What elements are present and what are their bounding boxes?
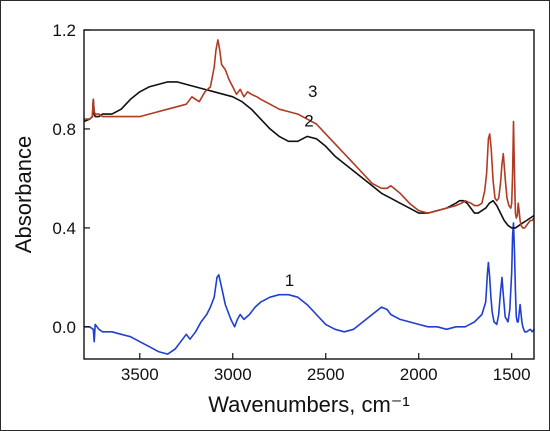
series-line-2 [83, 81, 535, 229]
y-tick-label: 1.2 [52, 21, 76, 40]
x-axis-label: Wavenumbers, cm⁻¹ [208, 392, 410, 417]
x-tick-label: 2500 [307, 365, 345, 384]
x-tick-label: 2000 [400, 365, 438, 384]
x-tick-label: 1500 [493, 365, 531, 384]
series-label-2: 2 [304, 111, 313, 130]
x-tick-label: 3500 [121, 365, 159, 384]
series-layer: 1 2 3 [83, 39, 535, 355]
y-tick-label: 0.4 [52, 219, 76, 238]
y-axis-label: Absorbance [11, 136, 36, 253]
y-tick-label: 0.8 [52, 120, 76, 139]
plot-frame [83, 29, 535, 360]
axes-layer: 3500 3000 2500 2000 1500 0.0 0.4 0.8 1.2 [52, 21, 535, 384]
x-tick-label: 3000 [214, 365, 252, 384]
series-line-1 [84, 222, 535, 355]
series-label-3: 3 [308, 82, 317, 101]
series-label-1: 1 [285, 271, 294, 290]
y-tick-label: 0.0 [52, 318, 76, 337]
series-line-3 [84, 39, 535, 229]
